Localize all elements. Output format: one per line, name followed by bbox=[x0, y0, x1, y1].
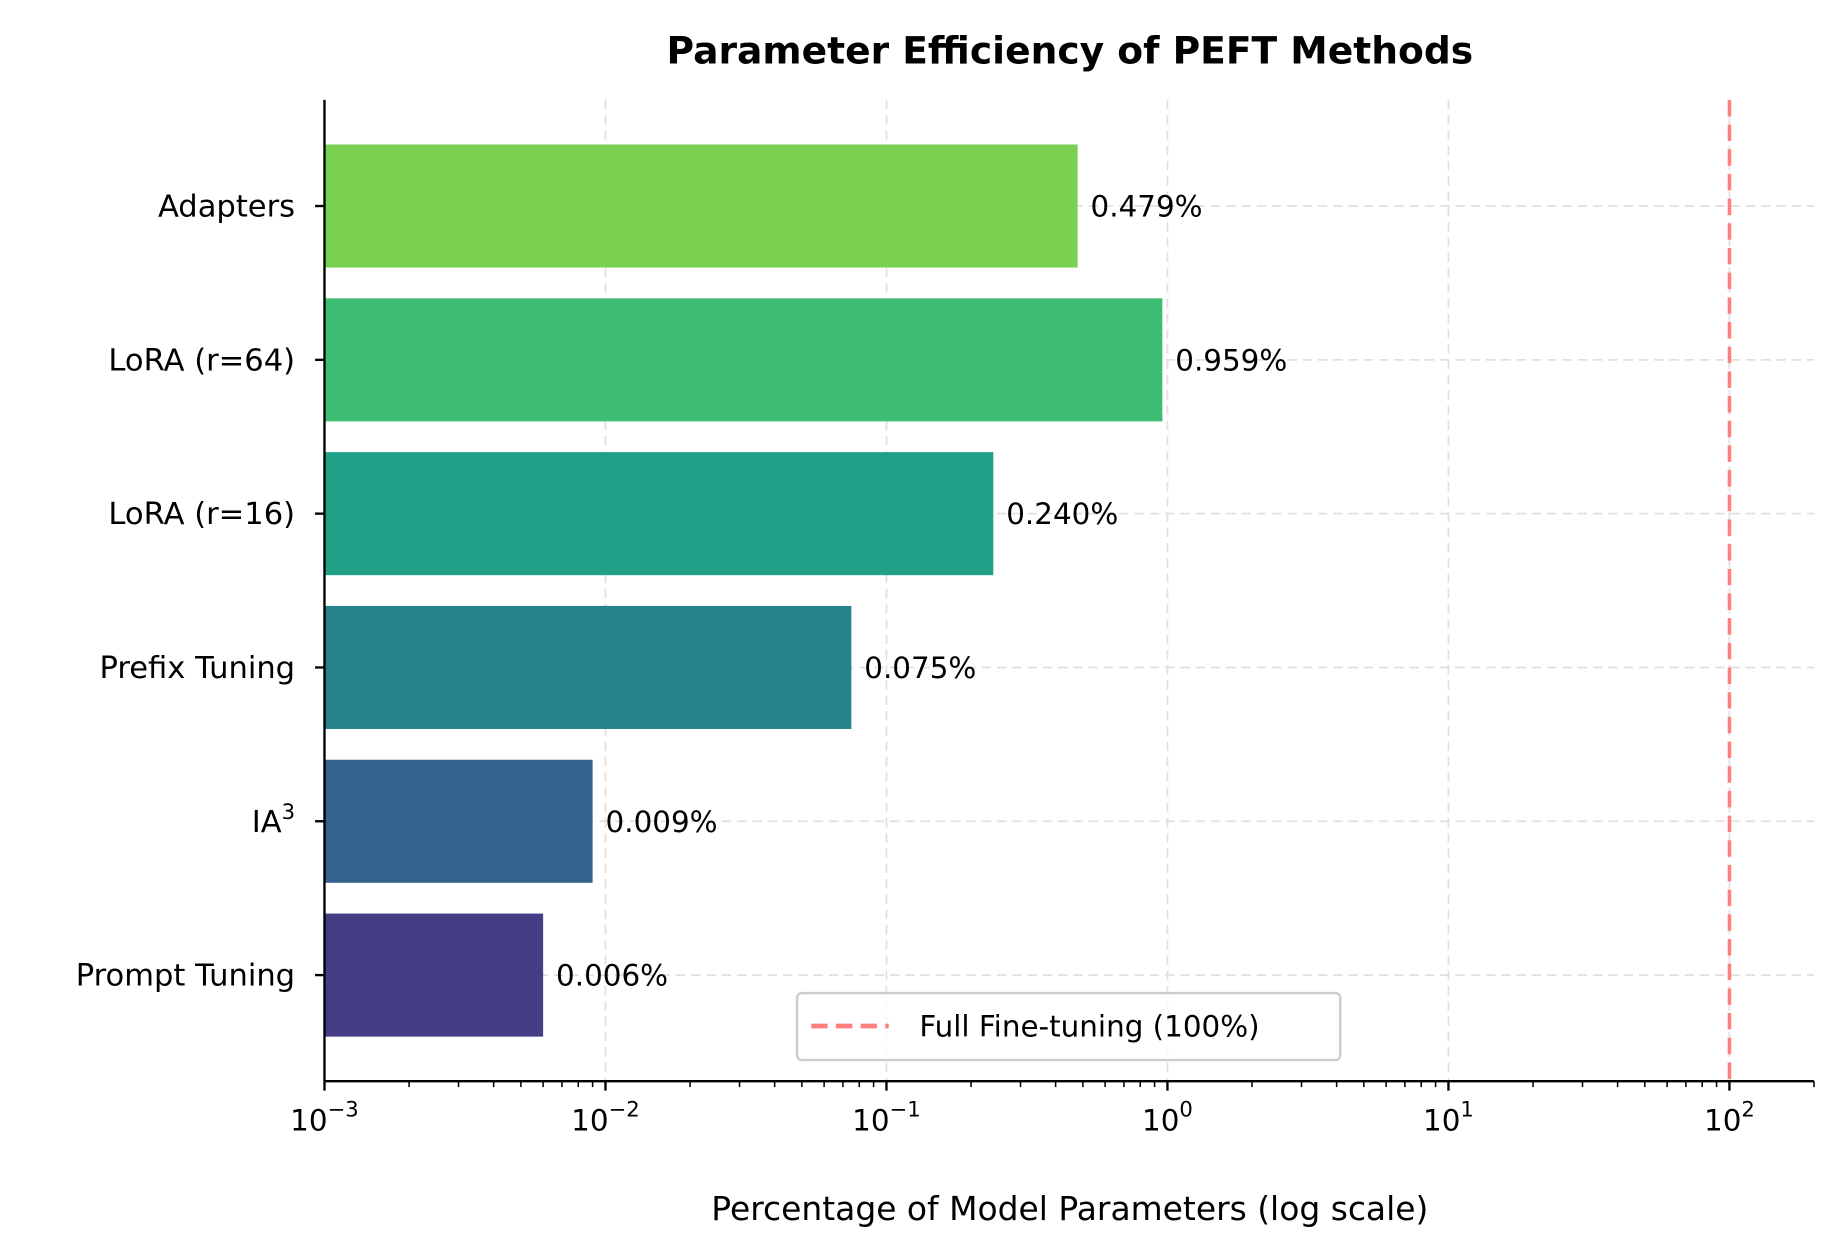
x-tick-label: 10−2 bbox=[571, 1096, 640, 1137]
x-tick-label: 102 bbox=[1704, 1096, 1755, 1137]
value-label: 0.009% bbox=[606, 805, 718, 839]
bar bbox=[324, 913, 544, 1037]
legend-entry: Full Fine-tuning (100%) bbox=[919, 1010, 1259, 1044]
value-label: 0.479% bbox=[1091, 190, 1203, 224]
value-label: 0.075% bbox=[864, 651, 976, 685]
x-axis-label: Percentage of Model Parameters (log scal… bbox=[711, 1189, 1428, 1228]
value-label: 0.240% bbox=[1006, 497, 1118, 531]
legend-box bbox=[795, 991, 1342, 1062]
x-tick-label: 100 bbox=[1142, 1096, 1193, 1137]
category-label: LoRA (r=16) bbox=[108, 497, 295, 532]
bar bbox=[324, 452, 994, 576]
legend: Full Fine-tuning (100%) bbox=[795, 991, 1342, 1062]
bar bbox=[324, 759, 593, 883]
bar bbox=[324, 605, 852, 729]
category-label: IA3 bbox=[252, 799, 295, 840]
chart-title: Parameter Efficiency of PEFT Methods bbox=[667, 28, 1474, 72]
category-label: Adapters bbox=[158, 190, 295, 225]
category-label: Prefix Tuning bbox=[99, 651, 295, 686]
bar bbox=[324, 298, 1163, 422]
bar bbox=[324, 144, 1078, 268]
x-tick-label: 10−1 bbox=[852, 1096, 921, 1137]
x-tick-label: 101 bbox=[1423, 1096, 1474, 1137]
axes bbox=[315, 99, 1815, 1091]
bars bbox=[324, 144, 1163, 1037]
category-label: Prompt Tuning bbox=[76, 959, 295, 994]
category-label: LoRA (r=64) bbox=[108, 343, 295, 378]
value-label: 0.959% bbox=[1175, 343, 1287, 377]
labels: 0.006% Prompt Tuning 0.009% IA3 0.075% Prefix… bbox=[76, 190, 1755, 1138]
x-tick-label: 10−3 bbox=[290, 1096, 359, 1137]
value-label: 0.006% bbox=[556, 959, 668, 993]
